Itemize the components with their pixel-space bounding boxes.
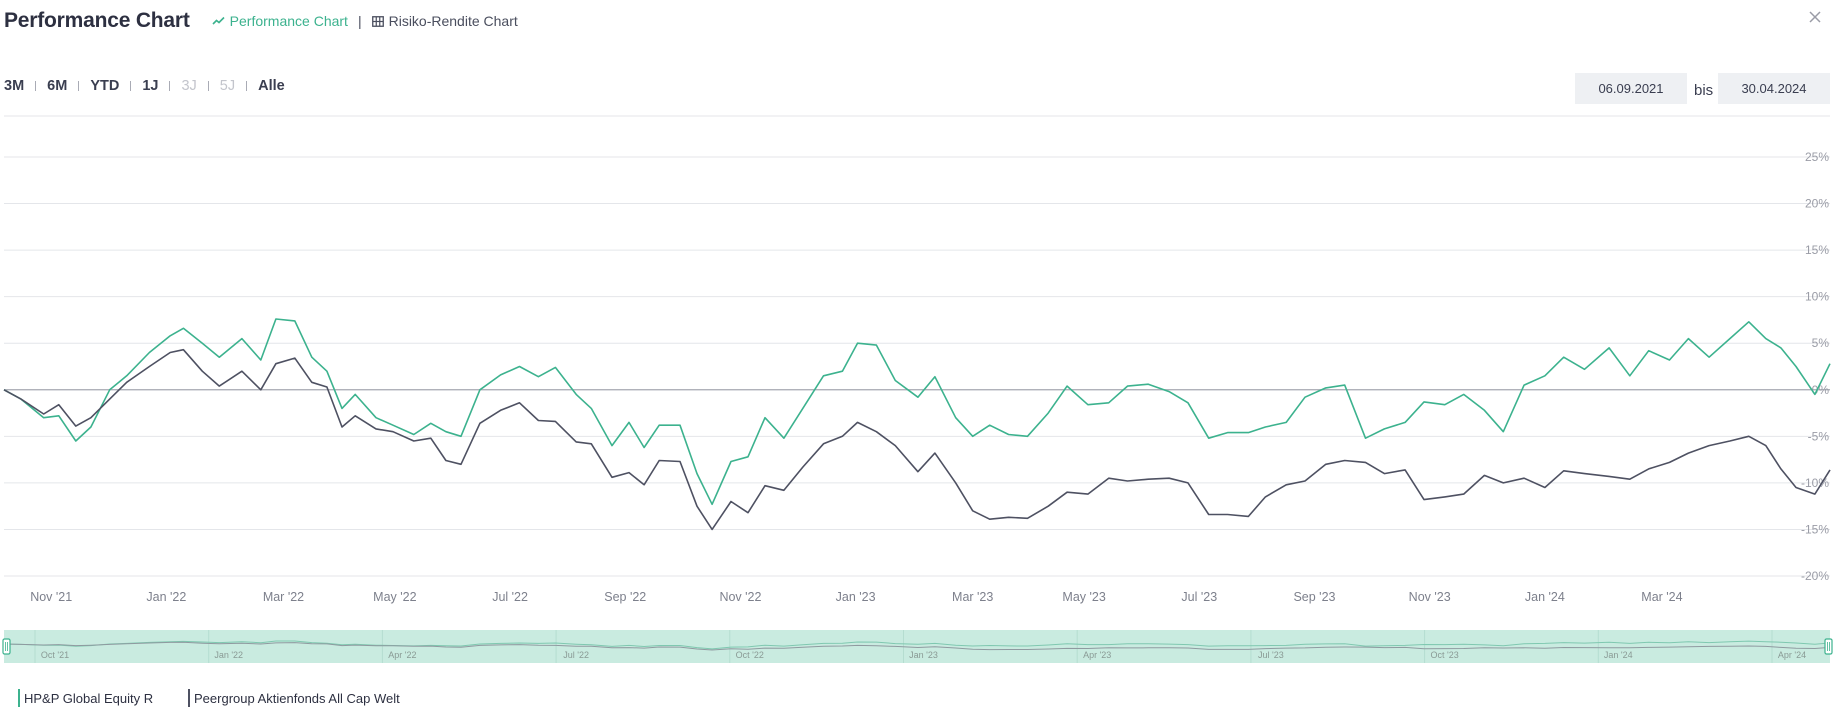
range-button-6m[interactable]: 6M: [47, 78, 68, 94]
date-to-input[interactable]: 30.04.2024: [1718, 73, 1830, 104]
date-from-input[interactable]: 06.09.2021: [1575, 73, 1687, 104]
legend-item-peergroup[interactable]: Peergroup Aktienfonds All Cap Welt: [188, 689, 400, 707]
tab-separator: |: [357, 13, 362, 29]
x-tick-label: Jul '22: [492, 590, 528, 604]
series-line-fund: [3, 318, 1831, 506]
range-button-3j: 3J: [181, 78, 197, 94]
x-tick-label: Mar '22: [263, 590, 304, 604]
y-tick-label: 15%: [1805, 243, 1829, 257]
range-divider: [35, 81, 37, 91]
close-icon[interactable]: [1807, 9, 1823, 25]
range-divider: [246, 81, 248, 91]
x-tick-label: Sep '23: [1293, 590, 1335, 604]
x-tick-label: May '23: [1062, 590, 1105, 604]
x-tick-label: Mar '24: [1641, 590, 1682, 604]
legend-color-swatch: [188, 689, 190, 707]
navigator-label: Apr '24: [1778, 650, 1806, 660]
x-tick-label: Nov '23: [1409, 590, 1451, 604]
x-tick-label: Jan '23: [836, 590, 876, 604]
navigator-label: Oct '23: [1430, 650, 1458, 660]
x-axis-labels: Nov '21 Jan '22 Mar '22 May '22 Jul '22 Sep '…: [30, 590, 1682, 604]
range-divider: [78, 81, 80, 91]
grid-lines: [4, 115, 1830, 577]
range-divider: [207, 81, 209, 91]
navigator-handle-left[interactable]: [2, 638, 11, 655]
navigator-label: Apr '22: [388, 650, 416, 660]
chart-header: Performance Chart Performance Chart | Ri…: [4, 6, 518, 36]
navigator-line-peergroup: [3, 641, 1831, 651]
range-selector: 3M 6M YTD 1J 3J 5J Alle: [4, 78, 285, 94]
x-tick-label: Jul '23: [1181, 590, 1217, 604]
y-tick-label: -15%: [1801, 522, 1829, 536]
tab-risk-return-chart[interactable]: Risiko-Rendite Chart: [371, 13, 518, 29]
page-title: Performance Chart: [4, 9, 190, 32]
navigator-background: [4, 630, 1830, 663]
y-tick-label: -5%: [1808, 429, 1830, 443]
y-tick-label: 5%: [1812, 336, 1830, 350]
navigator-line-fund: [3, 640, 1831, 650]
series-line-peergroup: [3, 348, 1831, 531]
tab-performance-chart[interactable]: Performance Chart: [212, 13, 348, 29]
x-tick-label: Jan '24: [1525, 590, 1565, 604]
range-button-1j[interactable]: 1J: [142, 78, 159, 94]
range-button-ytd[interactable]: YTD: [90, 78, 120, 94]
y-tick-label: 20%: [1805, 197, 1829, 211]
y-tick-label: -10%: [1801, 476, 1829, 490]
range-divider: [169, 81, 171, 91]
navigator-label: Jul '23: [1258, 650, 1284, 660]
x-tick-label: Jan '22: [146, 590, 186, 604]
tab-risk-return-chart-label: Risiko-Rendite Chart: [388, 13, 518, 29]
navigator-label: Jul '22: [563, 650, 589, 660]
navigator-label: Jan '24: [1604, 650, 1633, 660]
trend-line-icon: [212, 16, 225, 25]
tab-performance-chart-label: Performance Chart: [229, 13, 348, 29]
legend-item-fund[interactable]: HP&P Global Equity R: [18, 689, 153, 707]
navigator-label: Oct '21: [41, 650, 69, 660]
range-button-alle[interactable]: Alle: [258, 78, 285, 94]
y-axis-labels: 25%20%15%10%5%0%-5%-10%-15%-20%: [1801, 150, 1829, 583]
range-navigator[interactable]: Oct '21 Jan '22 Apr '22 Jul '22 Oct '22 Jan '…: [2, 630, 1833, 663]
x-tick-label: Nov '21: [30, 590, 72, 604]
series-lines: [3, 318, 1831, 531]
y-tick-label: 25%: [1805, 150, 1829, 164]
performance-chart: 25%20%15%10%5%0%-5%-10%-15%-20% Nov '21 J…: [2, 115, 1833, 663]
navigator-label: Jan '22: [214, 650, 243, 660]
navigator-label: Oct '22: [736, 650, 764, 660]
x-tick-label: Mar '23: [952, 590, 993, 604]
navigator-handle-right[interactable]: [1824, 638, 1833, 655]
navigator-label: Apr '23: [1083, 650, 1111, 660]
navigator-label: Jan '23: [909, 650, 938, 660]
y-tick-label: -20%: [1801, 569, 1829, 583]
x-tick-label: Nov '22: [719, 590, 761, 604]
date-range-separator: bis: [1694, 82, 1714, 99]
range-divider: [130, 81, 132, 91]
y-tick-label: 10%: [1805, 290, 1829, 304]
range-button-3m[interactable]: 3M: [4, 78, 25, 94]
x-tick-label: Sep '22: [604, 590, 646, 604]
range-button-5j: 5J: [219, 78, 236, 94]
legend-label: HP&P Global Equity R: [24, 690, 154, 706]
table-grid-icon: [371, 15, 384, 27]
legend-label: Peergroup Aktienfonds All Cap Welt: [194, 690, 400, 706]
legend-color-swatch: [18, 689, 20, 707]
x-tick-label: May '22: [373, 590, 416, 604]
